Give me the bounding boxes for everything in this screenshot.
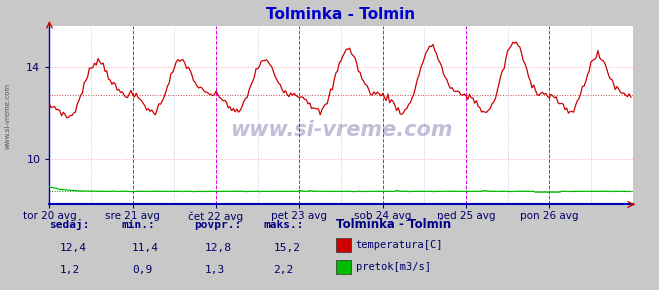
Title: Tolminka - Tolmin: Tolminka - Tolmin <box>266 7 416 22</box>
Text: 12,8: 12,8 <box>204 243 231 253</box>
Text: 12,4: 12,4 <box>59 243 86 253</box>
Text: min.:: min.: <box>122 220 156 230</box>
Text: Tolminka - Tolmin: Tolminka - Tolmin <box>336 218 451 231</box>
Text: 0,9: 0,9 <box>132 264 152 275</box>
Text: temperatura[C]: temperatura[C] <box>356 240 444 250</box>
Text: pretok[m3/s]: pretok[m3/s] <box>356 262 431 272</box>
Text: 15,2: 15,2 <box>273 243 301 253</box>
Text: 1,3: 1,3 <box>204 264 225 275</box>
Text: 11,4: 11,4 <box>132 243 159 253</box>
Text: www.si-vreme.com: www.si-vreme.com <box>230 119 452 139</box>
Text: www.si-vreme.com: www.si-vreme.com <box>5 83 11 149</box>
Text: povpr.:: povpr.: <box>194 220 242 230</box>
Text: 2,2: 2,2 <box>273 264 294 275</box>
Text: maks.:: maks.: <box>264 220 304 230</box>
Text: sedaj:: sedaj: <box>49 219 90 230</box>
Text: 1,2: 1,2 <box>59 264 80 275</box>
